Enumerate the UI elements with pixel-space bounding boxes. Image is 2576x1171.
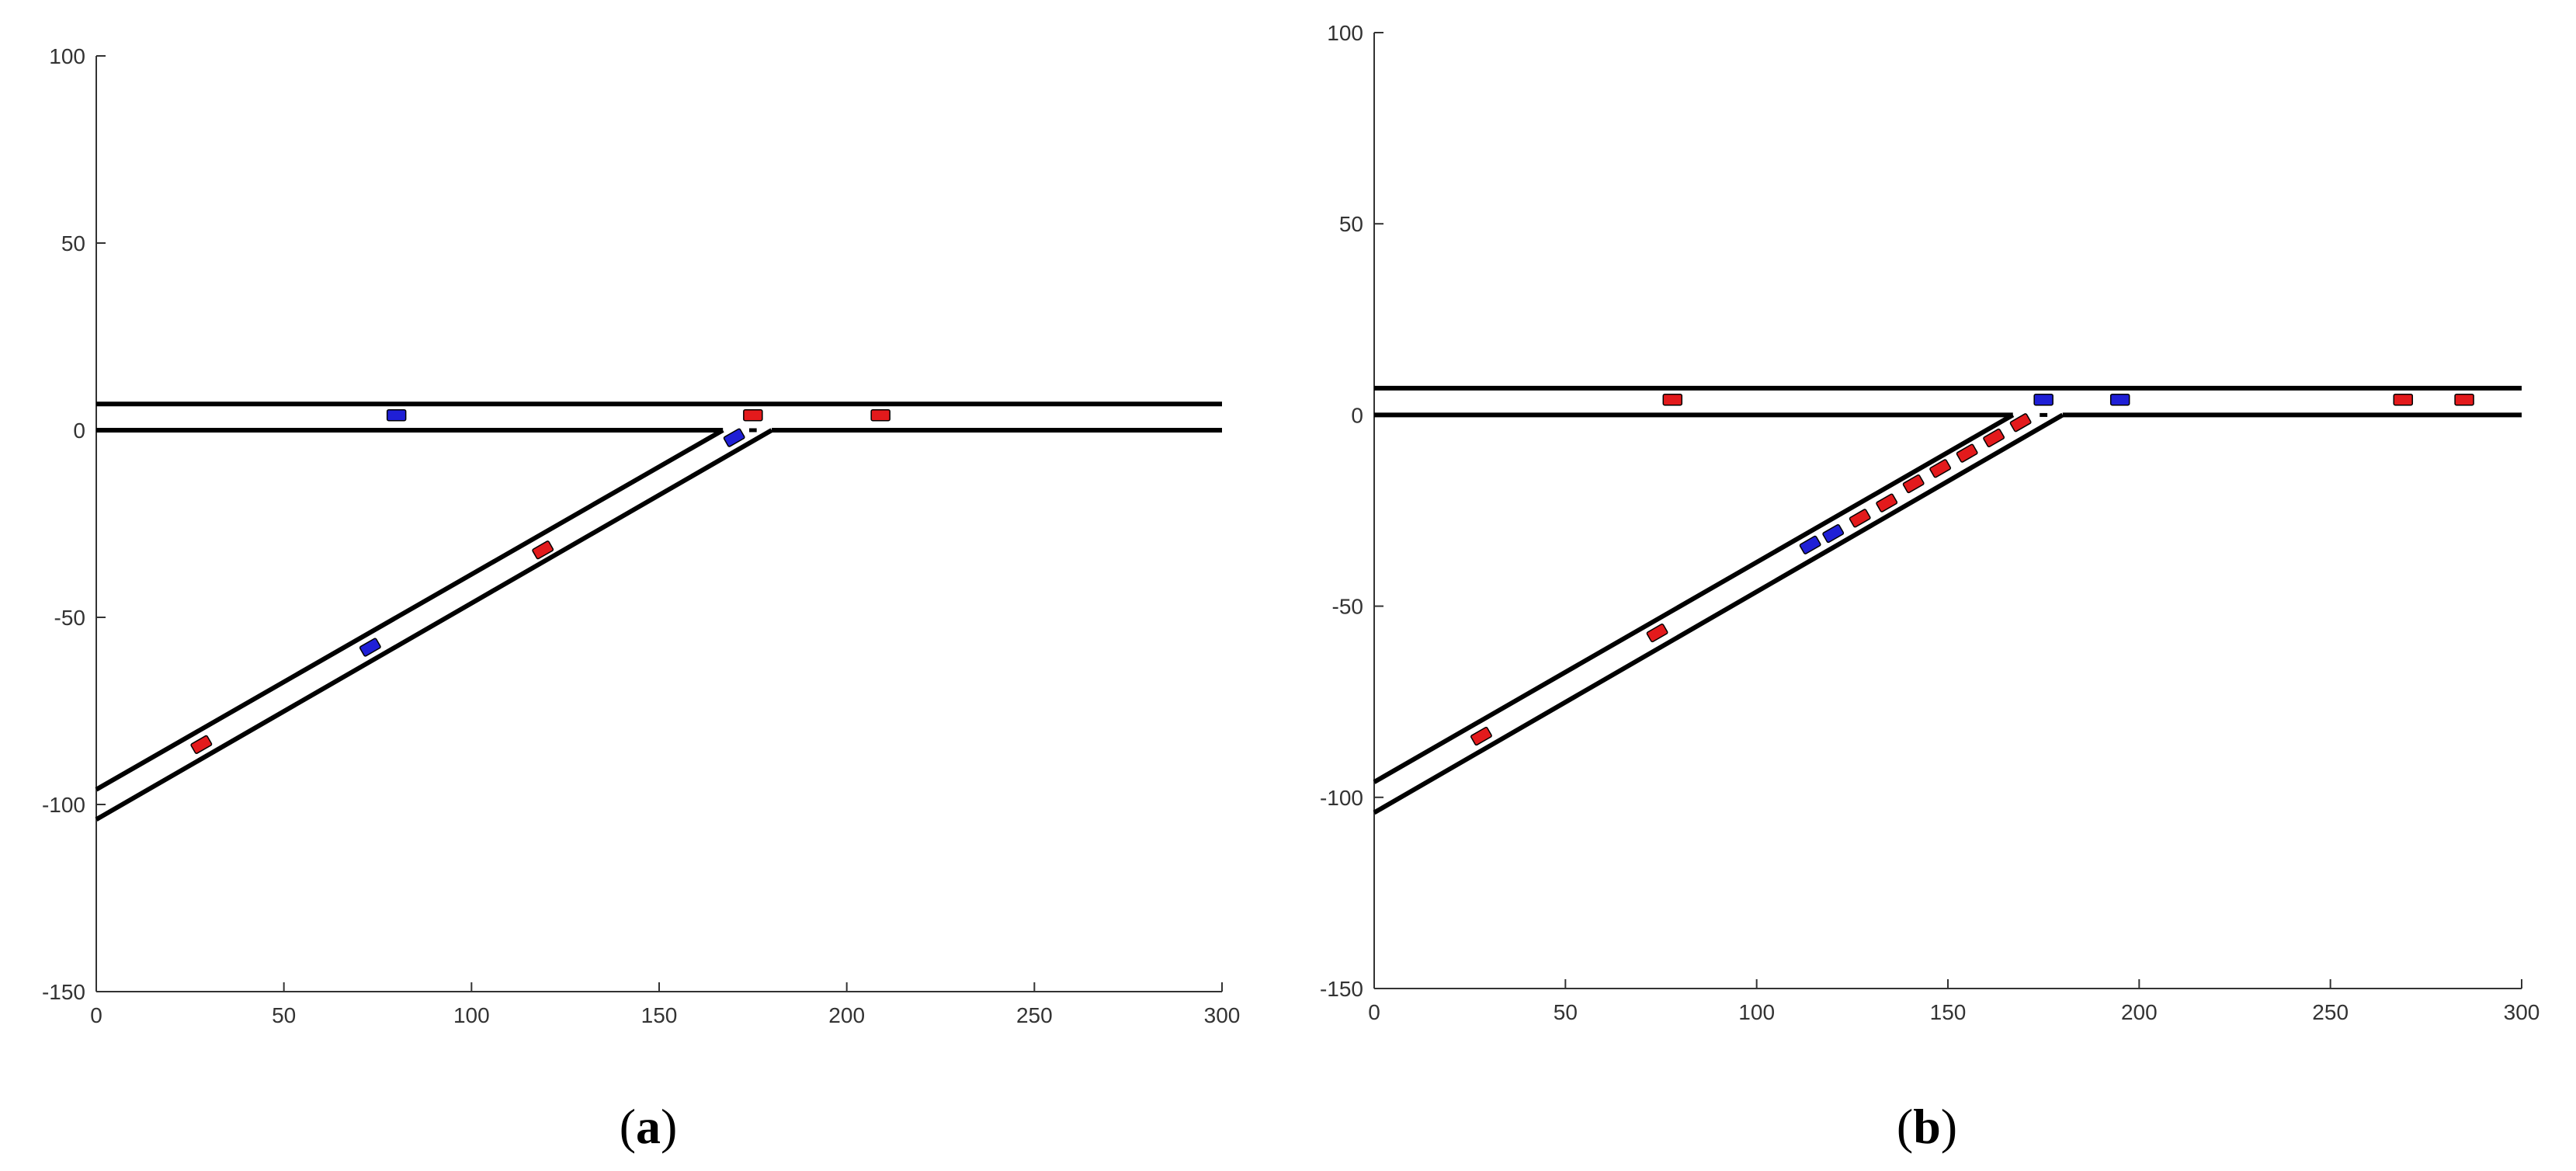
panel-b: 0 50 100 150 200 250 300 -150 -100 -50 0 50 100 — [1320, 21, 2540, 1024]
x-tick-label: 50 — [272, 1003, 296, 1027]
ramp-lower-edge — [1373, 412, 2064, 815]
x-tick-label: 100 — [1738, 1000, 1775, 1024]
ramp-upper-edge — [1373, 412, 2015, 784]
x-tick-label: 150 — [641, 1003, 678, 1027]
caption-a: (a) — [620, 1099, 678, 1154]
x-tick-label: 300 — [1204, 1003, 1241, 1027]
vehicle-hdv — [1646, 624, 1668, 643]
vehicle-cav — [359, 638, 381, 657]
vehicle-hdv — [743, 408, 763, 422]
y-tick-label: 50 — [61, 231, 85, 255]
y-tick-label: 100 — [1327, 21, 1363, 45]
vehicle-cav — [723, 428, 745, 447]
x-tick-label: 0 — [1368, 1000, 1380, 1024]
vehicle-hdv — [190, 735, 213, 754]
x-tick-label: 150 — [1930, 1000, 1967, 1024]
y-tick-label: -50 — [54, 606, 85, 630]
y-tick-label: -150 — [42, 980, 85, 1004]
y-tick-label: -100 — [1320, 786, 1363, 810]
panel-a: 0 50 100 150 200 250 300 -150 -100 -50 0 50 100 — [42, 44, 1240, 1027]
vehicle-hdv — [1929, 459, 1952, 478]
vehicle-cav — [2109, 393, 2130, 406]
vehicle-hdv — [1849, 509, 1871, 528]
y-tick-label: -100 — [42, 793, 85, 817]
x-tick-label: 250 — [2312, 1000, 2349, 1024]
vehicle-cav — [386, 408, 407, 422]
x-tick-label: 200 — [828, 1003, 865, 1027]
y-tick-label: 0 — [73, 419, 85, 443]
vehicle-hdv — [1876, 493, 1898, 513]
vehicle-hdv — [2393, 393, 2414, 406]
x-tick-label: 300 — [2504, 1000, 2540, 1024]
vehicle-hdv — [870, 408, 890, 422]
caption-b: (b) — [1897, 1099, 1957, 1154]
x-tick-label: 250 — [1016, 1003, 1053, 1027]
y-tick-label: 0 — [1351, 403, 1363, 427]
y-tick-label: 100 — [49, 44, 85, 68]
vehicle-hdv — [1902, 474, 1925, 494]
vehicle-hdv — [1470, 726, 1492, 746]
vehicle-hdv — [1662, 393, 1683, 406]
vehicle-hdv — [2454, 393, 2474, 406]
ramp-upper-edge — [95, 428, 724, 792]
x-tick-label: 100 — [453, 1003, 490, 1027]
y-tick-label: -50 — [1332, 595, 1363, 619]
x-tick-label: 50 — [1554, 1000, 1578, 1024]
vehicle-hdv — [1956, 443, 1978, 463]
y-tick-label: -150 — [1320, 977, 1363, 1001]
vehicle-hdv — [1983, 428, 2005, 448]
x-tick-label: 200 — [2121, 1000, 2158, 1024]
ramp-lower-edge — [95, 428, 773, 822]
vehicle-cav — [2033, 393, 2054, 406]
vehicle-hdv — [2009, 413, 2032, 433]
vehicle-cav — [1822, 523, 1845, 544]
y-tick-label: 50 — [1339, 212, 1363, 236]
vehicle-cav — [1799, 535, 1821, 554]
vehicle-hdv — [532, 540, 554, 560]
x-tick-label: 0 — [90, 1003, 102, 1027]
